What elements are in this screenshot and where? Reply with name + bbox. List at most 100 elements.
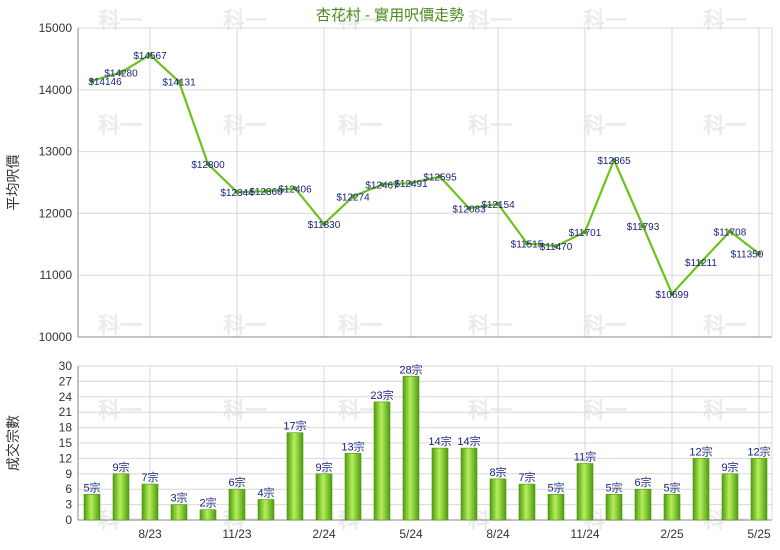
price-data-label: $12154 xyxy=(481,200,515,211)
price-data-label: $14567 xyxy=(133,51,167,62)
price-data-label: $11701 xyxy=(569,228,602,239)
volume-bar xyxy=(83,493,101,521)
price-line xyxy=(91,53,760,295)
volume-data-label: 5宗 xyxy=(605,480,622,494)
xtick-label: 2/25 xyxy=(660,527,684,541)
volume-bar xyxy=(721,473,739,521)
price-data-label: $12467 xyxy=(365,181,399,192)
grid-layer xyxy=(78,27,772,521)
volume-bar xyxy=(257,499,275,521)
watermark-text: 科一 xyxy=(583,114,627,139)
watermark-text: 科一 xyxy=(223,314,267,339)
watermark-text: 科一 xyxy=(468,314,512,339)
price-point xyxy=(437,174,443,179)
price-point xyxy=(524,241,530,246)
watermark-text: 科一 xyxy=(98,114,142,139)
volume-bar xyxy=(315,473,333,521)
chart-title: 杏花村 - 實用呎價走勢 xyxy=(316,6,464,24)
volume-bar xyxy=(402,375,420,521)
volume-bar xyxy=(489,478,507,521)
price-point xyxy=(205,161,211,167)
price-data-label: $12083 xyxy=(452,204,486,215)
price-data-label: $12595 xyxy=(423,173,457,184)
volume-data-label: 9宗 xyxy=(112,460,129,474)
axes-layer: 10000 11000 12000 13000 14000 15000 平均呎價 03 69 12… xyxy=(5,21,773,541)
price-panel-ytick-label: 14000 xyxy=(39,83,73,97)
volume-data-label: 23宗 xyxy=(370,388,393,402)
volume-bar xyxy=(141,483,159,521)
price-data-label: $12491 xyxy=(394,179,428,190)
price-point xyxy=(756,251,762,256)
volume-bar xyxy=(518,483,536,521)
price-data-label: $12274 xyxy=(336,192,370,203)
volume-data-label: 14宗 xyxy=(428,434,451,448)
volume-bar xyxy=(228,488,246,521)
price-point xyxy=(466,206,472,211)
price-point xyxy=(350,194,356,199)
price-panel-ytick-label: 13000 xyxy=(39,145,73,159)
volume-data-label: 9宗 xyxy=(721,460,738,474)
xtick-label: 2/24 xyxy=(312,527,336,541)
price-point xyxy=(669,291,675,296)
volume-panel-ytick-label: 24 xyxy=(59,390,73,404)
xtick-label: 8/23 xyxy=(138,527,162,541)
volume-data-label: 17宗 xyxy=(283,419,306,433)
price-data-label: $12865 xyxy=(597,156,631,167)
volume-data-label: 5宗 xyxy=(663,480,680,494)
volume-data-label: 6宗 xyxy=(228,475,245,489)
volume-bar xyxy=(605,493,623,521)
volume-bar xyxy=(286,432,304,521)
price-point xyxy=(408,180,414,186)
labels-layer: 杏花村 - 實用呎價走勢 $14146$14280 $14567 $14131 $128… xyxy=(83,6,770,510)
volume-data-label: 2宗 xyxy=(199,496,216,510)
price-data-label: $11470 xyxy=(540,242,573,253)
xtick-label: 5/25 xyxy=(747,527,771,541)
price-point xyxy=(263,189,269,194)
price-data-label: $11793 xyxy=(627,222,660,233)
price-data-label: $14131 xyxy=(162,78,196,89)
price-point xyxy=(698,260,704,265)
price-panel-ytick-label: 10000 xyxy=(39,330,73,344)
volume-bar xyxy=(170,504,188,521)
volume-panel-ytick-label: 15 xyxy=(59,436,73,450)
price-point xyxy=(118,70,124,75)
watermark-text: 科一 xyxy=(468,9,512,34)
volume-data-label: 5宗 xyxy=(547,480,564,494)
price-point xyxy=(495,201,501,207)
volume-data-label: 28宗 xyxy=(399,362,422,376)
price-panel-ytick-label: 11000 xyxy=(40,268,73,282)
volume-panel-ytick-label: 21 xyxy=(59,405,73,419)
volume-bar xyxy=(750,458,768,521)
xtick-label: 5/24 xyxy=(399,527,423,541)
volume-data-label: 9宗 xyxy=(315,460,332,474)
watermark-text: 科一 xyxy=(338,9,382,34)
price-data-label: $11830 xyxy=(308,220,341,231)
watermark-text: 科一 xyxy=(468,114,512,139)
price-data-label: $12800 xyxy=(191,160,225,171)
watermark-text: 科一 xyxy=(223,114,267,139)
volume-panel-ytick-label: 3 xyxy=(65,498,72,512)
volume-data-label: 6宗 xyxy=(634,475,651,489)
price-point xyxy=(611,157,617,163)
volume-data-label: 3宗 xyxy=(170,491,187,505)
price-point xyxy=(292,186,298,191)
watermark-text: 科一 xyxy=(583,314,627,339)
volume-data-label: 13宗 xyxy=(341,439,364,453)
volume-bar xyxy=(692,458,710,521)
volume-data-label: 7宗 xyxy=(141,470,158,484)
volume-panel-ytick-label: 12 xyxy=(59,451,73,465)
price-panel-ylabel: 平均呎價 xyxy=(5,155,21,211)
volume-bar xyxy=(112,473,130,521)
watermark-text: 科一 xyxy=(338,114,382,139)
volume-panel-ytick-label: 6 xyxy=(65,482,72,496)
marks-layer xyxy=(83,52,768,521)
price-point xyxy=(553,244,559,249)
watermark-text: 科一 xyxy=(223,399,267,424)
volume-data-label: 5宗 xyxy=(83,480,100,494)
volume-bar xyxy=(373,401,391,521)
watermark-text: 科一 xyxy=(703,114,747,139)
volume-bar xyxy=(663,493,681,521)
watermark-text: 科一 xyxy=(98,399,142,424)
xtick-label: 11/23 xyxy=(222,527,251,541)
